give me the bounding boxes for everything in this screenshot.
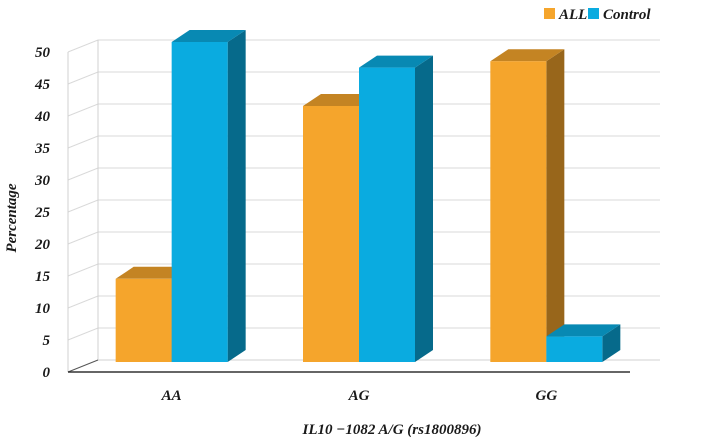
bar bbox=[115, 278, 172, 362]
y-tick-label: 45 bbox=[34, 77, 51, 93]
y-tick-label: 10 bbox=[35, 301, 51, 317]
bar bbox=[546, 336, 603, 362]
bar-layer bbox=[115, 30, 621, 362]
gridline bbox=[67, 39, 660, 53]
bar-top bbox=[171, 30, 246, 42]
bar bbox=[303, 106, 359, 362]
bar-top bbox=[490, 49, 565, 62]
bar bbox=[490, 61, 547, 362]
y-tick-label: 20 bbox=[34, 237, 51, 253]
x-tick-label: AA bbox=[161, 388, 182, 404]
bar-side bbox=[602, 324, 621, 362]
legend-label: ALL bbox=[558, 7, 587, 23]
bar-side bbox=[546, 49, 565, 362]
y-tick-label: 5 bbox=[43, 333, 51, 349]
bar-side bbox=[415, 55, 433, 362]
x-tick-label: AG bbox=[348, 388, 370, 404]
x-tick-labels: AA AG GG bbox=[161, 388, 558, 404]
y-tick-label: 50 bbox=[35, 45, 51, 61]
y-axis-label: Percentage bbox=[4, 183, 20, 252]
legend: ALL Control bbox=[544, 7, 651, 23]
x-axis-label: IL10 −1082 A/G (rs1800896) bbox=[302, 422, 482, 438]
bar-top bbox=[546, 324, 621, 337]
bar-top bbox=[359, 55, 433, 68]
bar bbox=[171, 42, 228, 362]
bar-top bbox=[115, 266, 190, 279]
y-tick-label: 25 bbox=[34, 205, 51, 221]
bar bbox=[359, 67, 415, 362]
legend-swatch bbox=[588, 8, 599, 19]
bar-side bbox=[227, 30, 246, 362]
floor-side-edge bbox=[67, 359, 99, 373]
y-tick-label: 30 bbox=[34, 173, 51, 189]
legend-label: Control bbox=[603, 7, 651, 23]
bar-top bbox=[303, 94, 377, 106]
y-tick-label: 0 bbox=[43, 365, 51, 381]
x-tick-label: GG bbox=[535, 388, 557, 404]
y-tick-labels: 0 5 10 15 20 25 30 35 40 45 50 bbox=[34, 45, 51, 381]
y-tick-label: 15 bbox=[35, 269, 51, 285]
y-tick-label: 40 bbox=[34, 109, 51, 125]
y-tick-label: 35 bbox=[34, 141, 51, 157]
legend-swatch bbox=[544, 8, 555, 19]
